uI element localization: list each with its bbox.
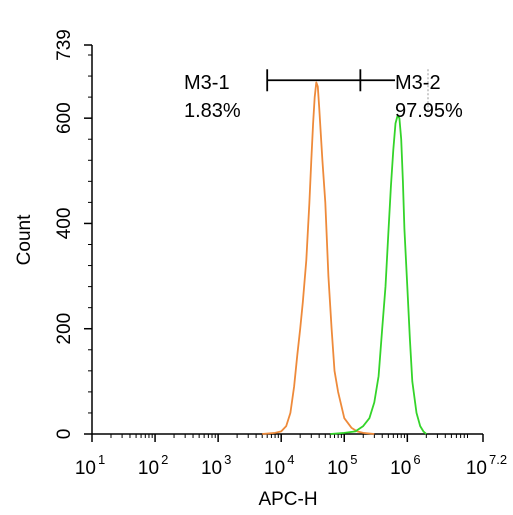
x-tick-exponent: 2	[161, 452, 168, 467]
x-tick-exponent: 5	[350, 452, 357, 467]
x-tick-label: 10	[201, 458, 222, 479]
gate-m3-1-percent: 1.83%	[184, 100, 241, 122]
y-tick-label: 200	[54, 313, 75, 345]
x-tick-label: 10	[138, 458, 159, 479]
plot-frame	[91, 45, 483, 435]
x-tick-label: 10	[327, 458, 348, 479]
gate-m3-1-label: M3-1	[184, 72, 230, 94]
x-tick-exponent: 7.2	[489, 452, 507, 467]
series-layer	[262, 81, 427, 435]
y-ticks: 0 200 400 600 739	[54, 29, 92, 439]
x-tick-exponent: 1	[98, 452, 105, 467]
gate-m3-2-percent: 97.95%	[395, 100, 463, 122]
y-tick-label: 400	[54, 208, 75, 240]
x-tick-label: 10	[466, 458, 487, 479]
histogram-series-2	[330, 114, 427, 435]
histogram-series-1	[262, 81, 375, 435]
gate-layer: M3-1 1.83% M3-2 97.95%	[184, 69, 463, 122]
x-tick-exponent: 3	[224, 452, 231, 467]
x-tick-label: 10	[75, 458, 96, 479]
x-tick-exponent: 4	[287, 452, 294, 467]
x-ticks: 10 1 10 2 10 3 10 4 10 5 10 6 10 7.2	[75, 434, 507, 479]
y-axis-title: Count	[14, 214, 35, 265]
y-tick-label: 600	[54, 102, 75, 134]
y-tick-label: 0	[54, 429, 75, 440]
x-tick-label: 10	[390, 458, 411, 479]
x-tick-label: 10	[264, 458, 285, 479]
x-tick-exponent: 6	[413, 452, 420, 467]
x-axis-title: APC-H	[258, 489, 317, 510]
minor-ticks	[88, 54, 469, 438]
gate-m3-2-label: M3-2	[395, 72, 441, 94]
y-tick-label: 739	[54, 29, 75, 61]
